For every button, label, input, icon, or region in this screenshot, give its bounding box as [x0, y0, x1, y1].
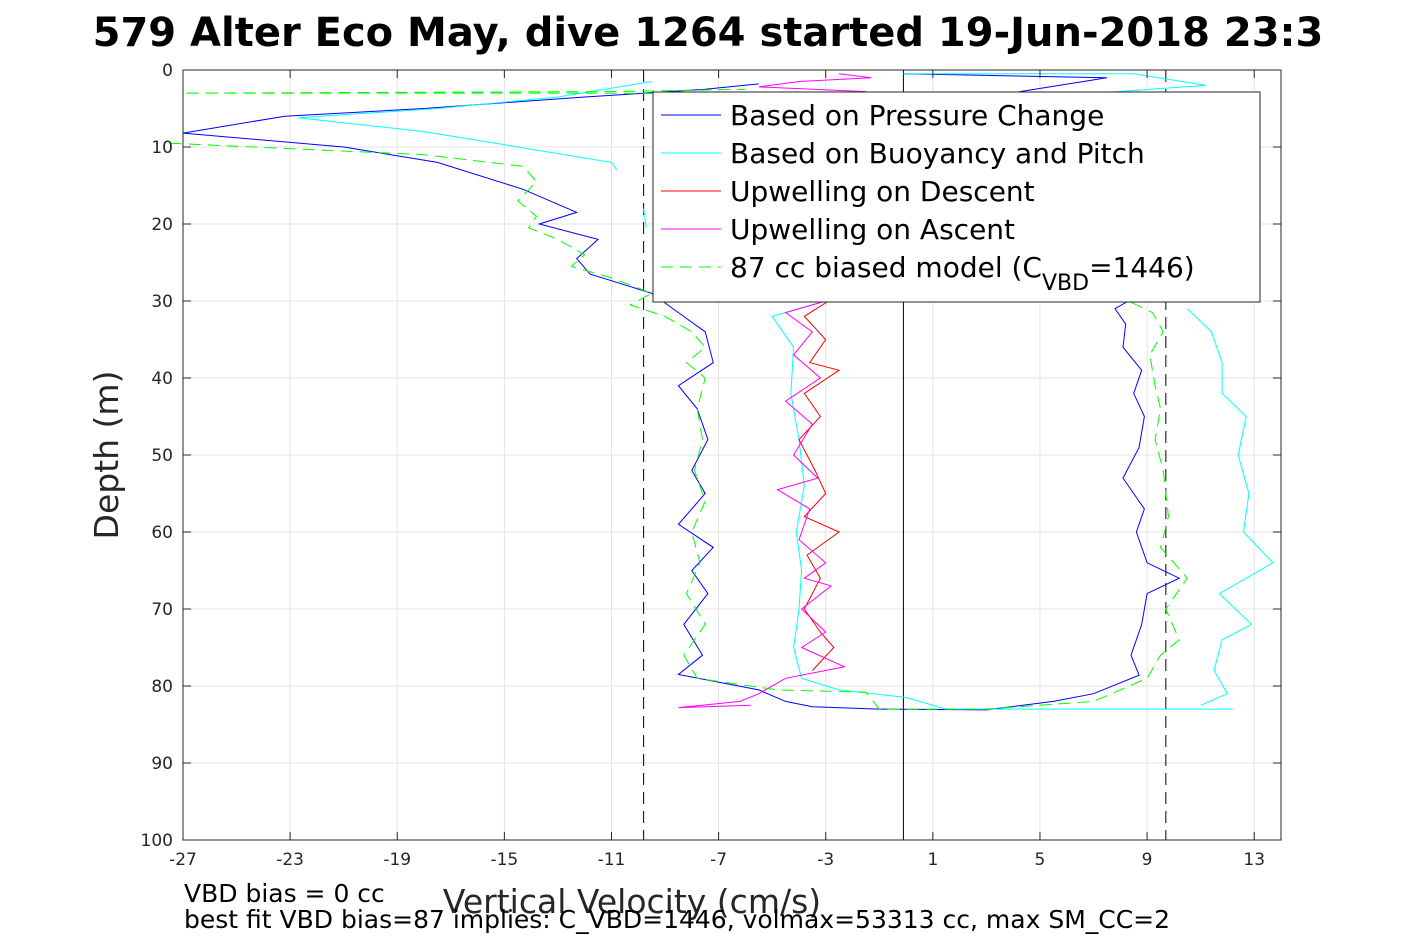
y-tick-label: 80	[151, 677, 173, 697]
y-tick-label: 50	[151, 446, 173, 466]
x-tick-label: 1	[927, 850, 938, 870]
tick-labels: -27 -23 -19 -15 -11 -7 -3 1 5 9 13 0 10 20 30 40 50 60 70 8…	[141, 61, 1281, 870]
y-tick-label: 40	[151, 369, 173, 389]
y-tick-label: 10	[151, 138, 173, 158]
x-tick-label: 13	[1243, 850, 1265, 870]
series-line	[1186, 308, 1274, 706]
y-tick-label: 0	[162, 61, 173, 81]
x-tick-label: -15	[490, 850, 518, 870]
legend-label: Upwelling on Descent	[730, 175, 1035, 208]
annotation-best-fit: best fit VBD bias=87 implies: C_VBD=1446…	[184, 905, 1170, 934]
series-line	[771, 300, 1233, 710]
x-tick-label: -27	[169, 850, 197, 870]
x-tick-label: 9	[1142, 850, 1153, 870]
x-tick-label: 5	[1035, 850, 1046, 870]
y-tick-label: 90	[151, 754, 173, 774]
series-line	[169, 142, 1188, 710]
y-tick-label: 70	[151, 600, 173, 620]
series-line	[298, 81, 652, 171]
y-tick-label: 60	[151, 523, 173, 543]
series-line	[678, 300, 847, 709]
x-tick-label: -23	[276, 850, 304, 870]
legend: Based on Pressure Change Based on Buoyanc…	[652, 91, 1261, 303]
chart-title: 579 Alter Eco May, dive 1264 started 19-…	[93, 10, 1324, 56]
legend-label: Upwelling on Ascent	[730, 213, 1015, 246]
series	[798, 300, 841, 671]
series-line	[758, 73, 872, 93]
series	[678, 73, 872, 709]
legend-label: Based on Pressure Change	[730, 99, 1104, 132]
annotation-vbd-bias: VBD bias = 0 cc	[184, 879, 385, 908]
x-tick-label: -11	[598, 850, 626, 870]
y-tick-label: 20	[151, 215, 173, 235]
x-tick-label: -19	[383, 850, 411, 870]
legend-box	[652, 91, 1261, 303]
x-tick-label: -3	[817, 850, 834, 870]
y-axis-label: Depth (m)	[87, 371, 126, 540]
series-line	[643, 208, 647, 228]
legend-label: Based on Buoyancy and Pitch	[730, 137, 1145, 170]
series-line	[798, 300, 841, 671]
x-tick-label: -7	[710, 850, 727, 870]
y-tick-label: 30	[151, 292, 173, 312]
x-axis-label: Vertical Velocity (cm/s)	[443, 882, 821, 921]
y-tick-label: 100	[141, 831, 173, 851]
